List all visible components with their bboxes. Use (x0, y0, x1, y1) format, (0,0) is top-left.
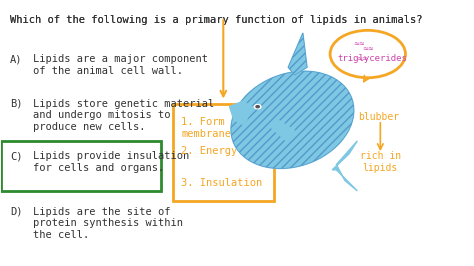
Text: Lipids store genetic material
and undergo mitosis to
produce new cells.: Lipids store genetic material and underg… (33, 99, 214, 132)
Text: Lipids are the site of
protein synthesis within
the cell.: Lipids are the site of protein synthesis… (33, 207, 183, 240)
Text: 3. Insulation: 3. Insulation (182, 178, 263, 188)
Text: B): B) (10, 99, 22, 109)
Ellipse shape (231, 71, 354, 168)
Text: D): D) (10, 207, 22, 217)
Polygon shape (332, 141, 357, 191)
Text: Which of the following is a primary function of lipids in animals?: Which of the following is a primary func… (10, 15, 422, 24)
Text: 2. Energy storage: 2. Energy storage (182, 146, 288, 156)
FancyBboxPatch shape (1, 141, 161, 191)
Text: 1. Form cell
membranes: 1. Form cell membranes (182, 117, 256, 139)
Text: A): A) (10, 54, 22, 64)
Text: ≈≈: ≈≈ (354, 40, 365, 47)
Text: ≈≈: ≈≈ (362, 46, 374, 52)
Text: blubber: blubber (358, 112, 399, 122)
Polygon shape (272, 120, 294, 141)
Polygon shape (229, 101, 253, 125)
Text: triglycerides: triglycerides (337, 54, 407, 63)
Polygon shape (288, 33, 307, 75)
Text: Lipids are a major component
of the animal cell wall.: Lipids are a major component of the anim… (33, 54, 208, 76)
Text: rich in
lipids: rich in lipids (360, 151, 401, 173)
Circle shape (254, 105, 261, 109)
Circle shape (256, 106, 259, 108)
Text: ≈≈: ≈≈ (356, 56, 368, 62)
FancyBboxPatch shape (173, 104, 273, 201)
Text: Lipids provide insulation
for cells and organs.: Lipids provide insulation for cells and … (33, 151, 189, 173)
Text: C): C) (10, 151, 22, 161)
Text: Which of the following is a primary function of lipids in animals?: Which of the following is a primary func… (10, 15, 422, 24)
